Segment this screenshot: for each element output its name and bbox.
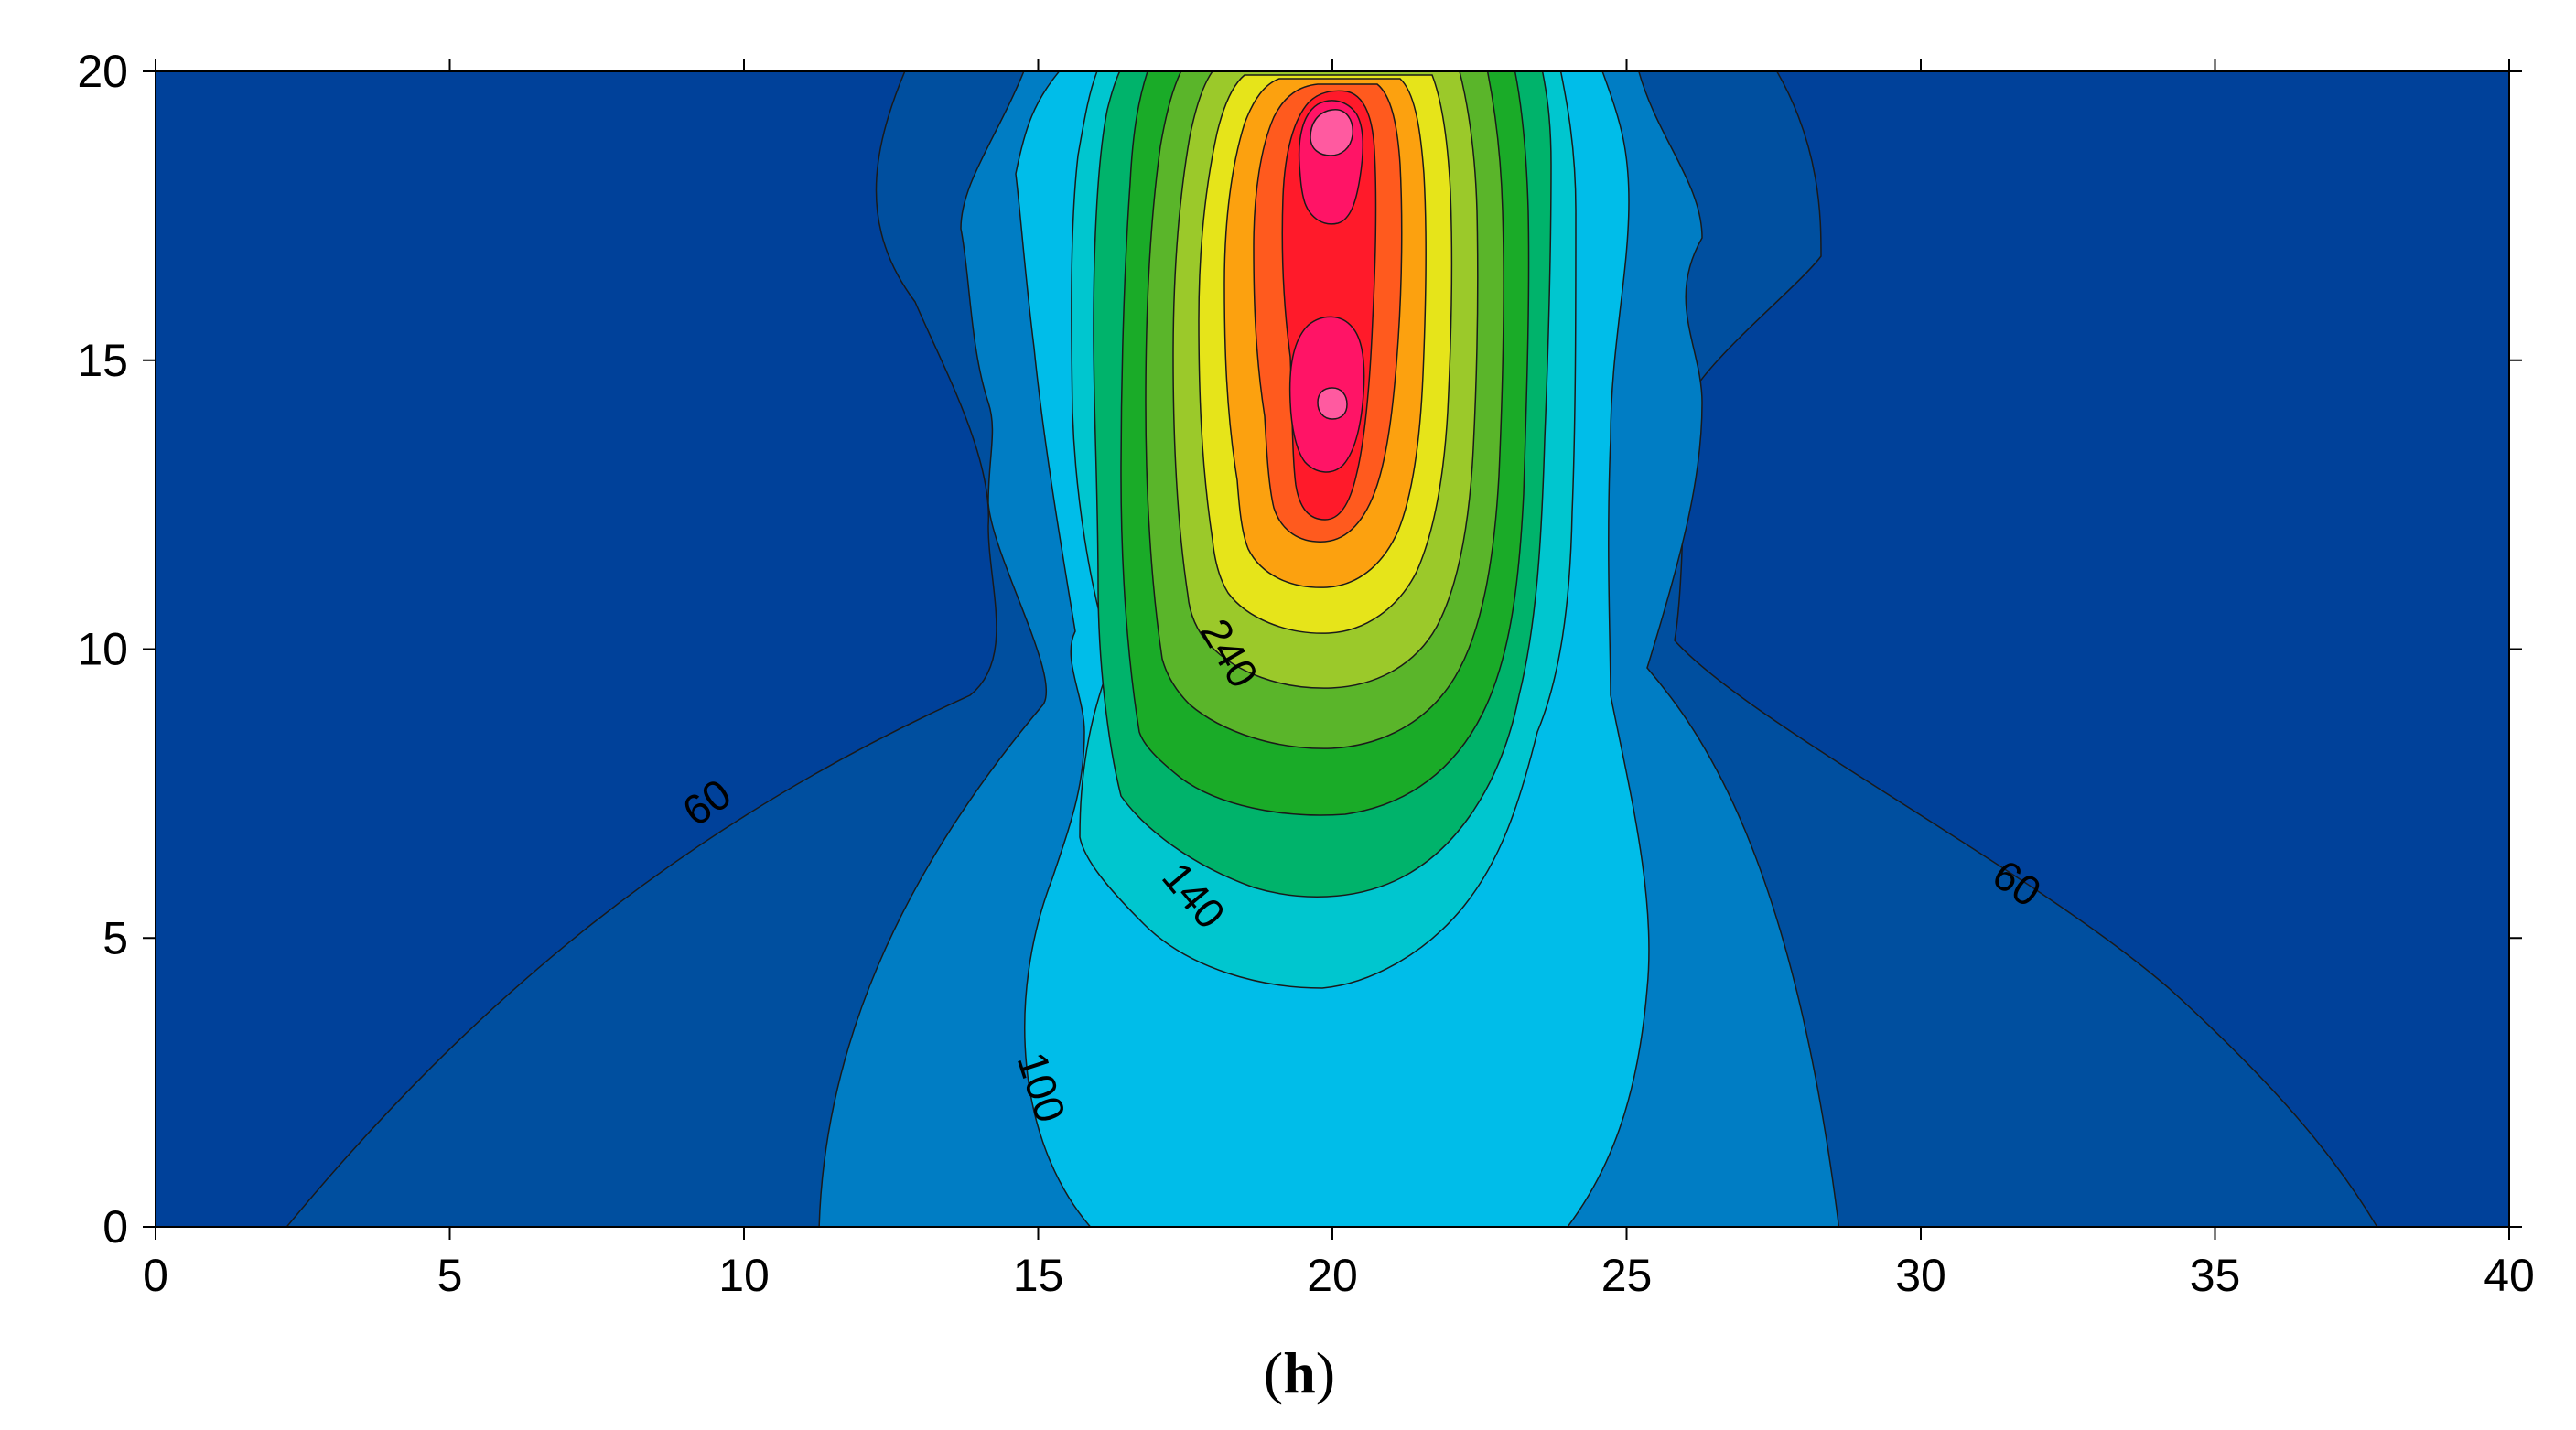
y-tick-label: 10 [77, 624, 128, 675]
figure-caption: (h) [1264, 1340, 1335, 1405]
y-tick-label: 0 [102, 1201, 128, 1253]
contour-band-peak-b [1317, 387, 1348, 420]
y-tick-label: 5 [102, 912, 128, 963]
x-tick-label: 15 [1013, 1250, 1064, 1301]
x-tick-label: 35 [2190, 1250, 2241, 1301]
contour-band-peak-a [1310, 109, 1353, 156]
x-tick-label: 20 [1307, 1250, 1358, 1301]
y-axis-tick-labels: 0 5 10 15 20 [77, 46, 128, 1253]
caption-open-paren: ( [1264, 1340, 1283, 1405]
x-tick-label: 10 [718, 1250, 770, 1301]
caption-letter: h [1283, 1340, 1316, 1405]
x-tick-label: 40 [2484, 1250, 2535, 1301]
x-tick-label: 25 [1601, 1250, 1653, 1301]
y-axis-ticks [143, 70, 2522, 1228]
x-axis-ticks [155, 59, 2510, 1240]
y-tick-label: 15 [77, 335, 128, 386]
y-tick-label: 20 [77, 46, 128, 97]
caption-close-paren: ) [1316, 1340, 1335, 1405]
x-tick-label: 30 [1895, 1250, 1946, 1301]
x-tick-label: 5 [437, 1250, 463, 1301]
contour-bands [286, 71, 2378, 1227]
x-tick-label: 0 [143, 1250, 168, 1301]
x-axis-tick-labels: 0 5 10 15 20 25 30 35 40 [143, 1250, 2535, 1301]
